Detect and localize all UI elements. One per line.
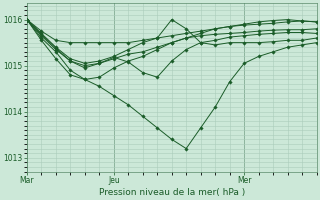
- X-axis label: Pression niveau de la mer( hPa ): Pression niveau de la mer( hPa ): [99, 188, 245, 197]
